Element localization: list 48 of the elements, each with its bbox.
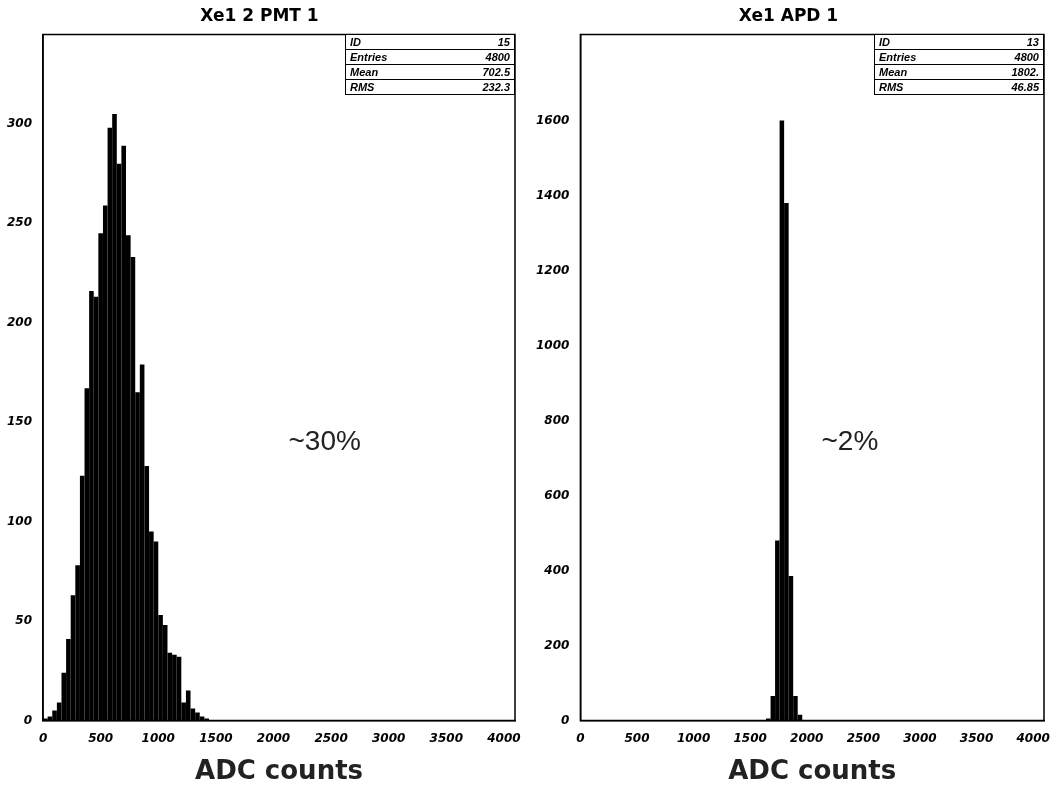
chart-title: Xe1 2 PMT 1 — [200, 4, 319, 25]
y-tick-label: 50 — [15, 613, 33, 628]
x-axis-title: ADC counts — [728, 755, 897, 786]
text: RMS 46.85 — [879, 81, 1039, 94]
annotation: ~2% — [821, 425, 879, 458]
x-tick-label: 2500 — [314, 730, 348, 745]
x-tick-label: 3500 — [429, 730, 464, 745]
text: Mean 702.5 — [350, 66, 510, 79]
y-tick-label: 0 — [23, 712, 33, 727]
x-tick-label: 3000 — [372, 730, 406, 745]
x-tick-label: 1000 — [676, 730, 711, 745]
text: Entries 4800 — [879, 51, 1039, 64]
x-tick-label: 500 — [88, 730, 114, 745]
x-axis-title: ADC counts — [195, 755, 364, 786]
x-tick-label: 2500 — [846, 730, 881, 745]
x-tick-label: 4000 — [1015, 730, 1050, 745]
text: ID 15 — [350, 36, 510, 49]
y-tick-label: 400 — [543, 562, 570, 577]
x-tick-label: 0 — [38, 730, 48, 745]
annotation: ~30% — [288, 425, 361, 458]
y-tick-label: 1200 — [535, 262, 570, 277]
y-tick-label: 100 — [6, 513, 33, 528]
x-tick-label: 4000 — [486, 730, 521, 745]
y-tick-label: 600 — [544, 487, 570, 502]
y-tick-label: 800 — [544, 412, 570, 427]
x-tick-label: 2000 — [790, 730, 824, 745]
text: ID 13 — [879, 36, 1039, 49]
y-tick-label: 300 — [6, 116, 33, 130]
text: Entries 4800 — [350, 51, 510, 64]
x-tick-label: 0 — [576, 730, 585, 745]
text: RMS 232.3 — [350, 81, 510, 94]
x-tick-label: 2000 — [256, 730, 291, 745]
chart-title: Xe1 APD 1 — [738, 4, 839, 25]
y-tick-label: 0 — [561, 712, 570, 727]
y-tick-label: 250 — [6, 215, 33, 230]
y-tick-label: 150 — [6, 414, 33, 429]
y-tick-label: 1600 — [535, 112, 570, 127]
y-tick-label: 1000 — [535, 337, 570, 352]
x-tick-label: 3000 — [903, 730, 937, 745]
x-tick-label: 1000 — [141, 730, 175, 745]
x-tick-label: 500 — [624, 730, 650, 745]
x-tick-label: 1500 — [199, 730, 233, 745]
y-tick-label: 200 — [544, 637, 570, 652]
x-tick-label: 3500 — [959, 730, 994, 745]
y-tick-label: 1400 — [535, 187, 570, 202]
y-tick-label: 200 — [6, 314, 33, 329]
text: Mean 1802. — [879, 66, 1039, 79]
x-tick-label: 1500 — [733, 730, 767, 745]
